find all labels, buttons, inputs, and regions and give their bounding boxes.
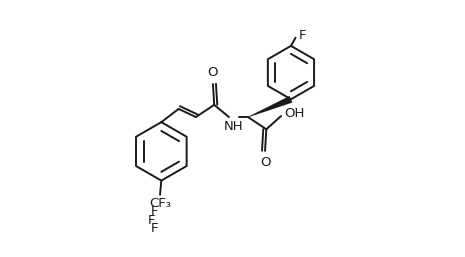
Text: F: F — [151, 205, 159, 218]
Text: OH: OH — [284, 107, 305, 120]
Text: CF₃: CF₃ — [149, 197, 171, 210]
Text: NH: NH — [224, 120, 243, 133]
Text: O: O — [208, 66, 218, 79]
Text: F: F — [299, 29, 306, 42]
Text: F: F — [151, 222, 159, 235]
Polygon shape — [248, 96, 292, 117]
Text: F: F — [148, 214, 156, 226]
Text: O: O — [260, 156, 270, 169]
